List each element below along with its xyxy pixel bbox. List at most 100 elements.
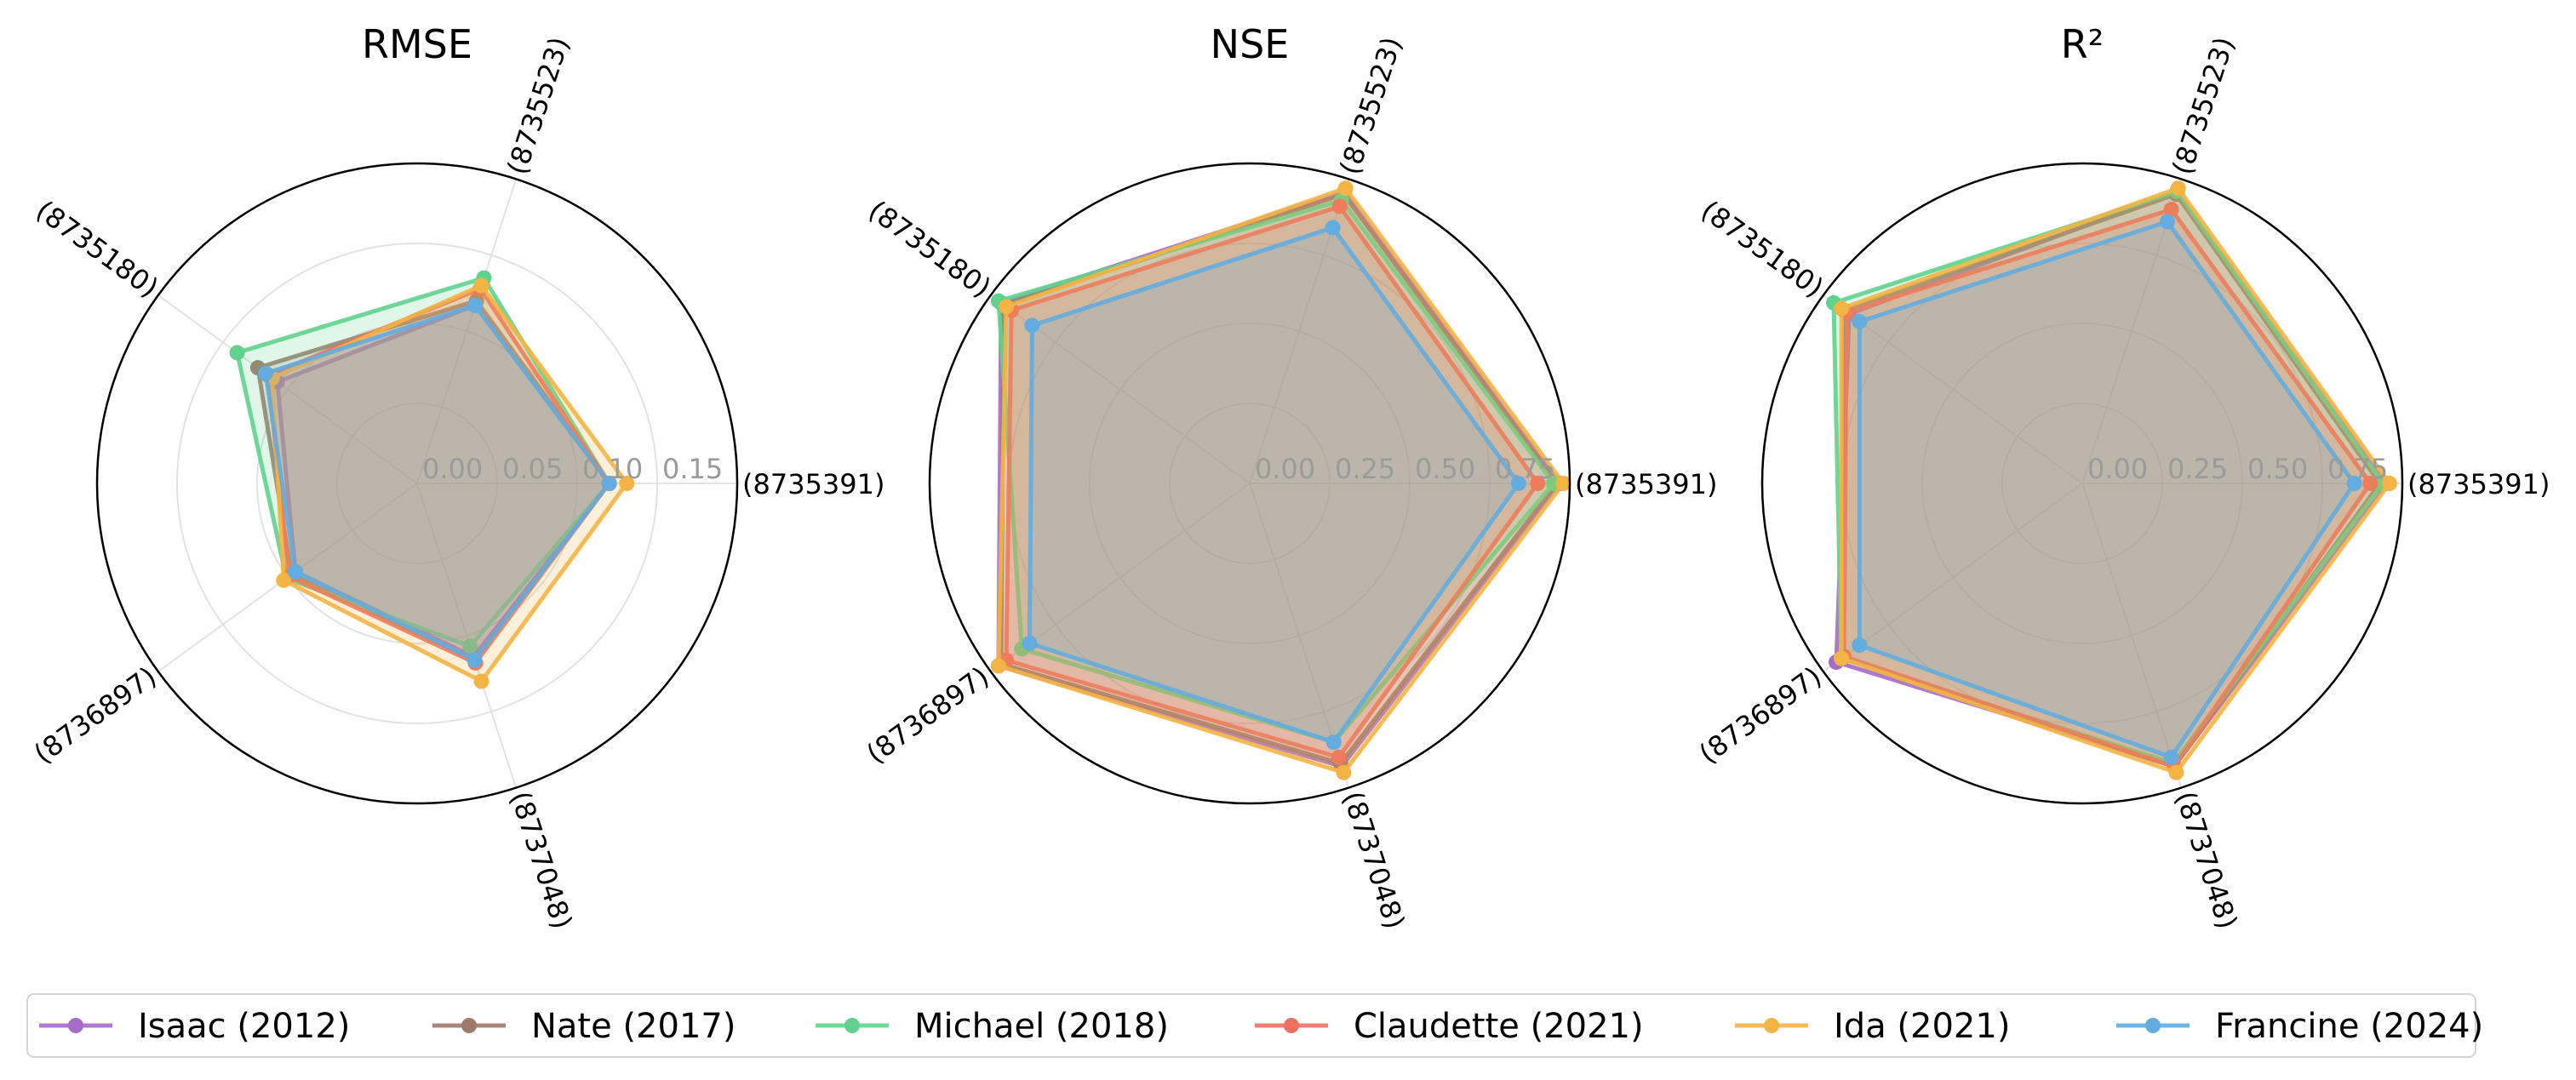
- legend-label: Michael (2018): [914, 1007, 1169, 1046]
- data-point: [1555, 476, 1571, 491]
- axis-label: (8735180): [1695, 194, 1829, 304]
- data-point: [2163, 749, 2179, 765]
- legend-label: Claudette (2021): [1354, 1007, 1644, 1046]
- grid-spoke: [157, 294, 418, 484]
- radar-panel-nse: NSE 0.00 0.25 0.50 0.75 (8735391) (8735523) (87…: [861, 21, 1718, 933]
- legend-marker: [844, 1018, 860, 1033]
- radial-tick-label: 0.10: [582, 453, 643, 485]
- axis-label: (8735180): [862, 194, 997, 304]
- outer-frame: [95, 162, 739, 805]
- radial-tick-label: 0.00: [422, 453, 483, 485]
- series-claudette-2021: [999, 198, 1546, 765]
- legend-marker: [461, 1018, 477, 1033]
- series-polygon: [1857, 219, 2357, 760]
- radial-tick-label: 0.75: [1495, 453, 1555, 485]
- legend: Isaac (2012) Nate (2017) Michael (2018) Cla…: [26, 993, 2483, 1058]
- axis-label: (8737048): [2169, 787, 2244, 933]
- data-point: [1510, 476, 1526, 491]
- axis-label: (8737048): [1337, 787, 1411, 933]
- data-point: [1336, 764, 1352, 780]
- radar-panels: RMSE 0.00 0.05 0.10 0.15 (8735391) (8735523) (8…: [28, 21, 2550, 933]
- series-polygon: [1841, 207, 2373, 769]
- axis-label: (8736897): [861, 660, 995, 770]
- data-point: [467, 652, 483, 668]
- legend-marker: [68, 1018, 83, 1033]
- axis-label: (8736897): [28, 660, 163, 770]
- data-point: [1022, 635, 1038, 651]
- data-point: [2159, 214, 2175, 230]
- radial-tick-label: 0.25: [2167, 453, 2228, 485]
- legend-item-nate-2017: Nate (2017): [432, 1007, 736, 1046]
- series-polygon: [270, 283, 629, 683]
- axis-label: (8735523): [501, 33, 575, 179]
- legend-box: [26, 993, 2476, 1058]
- radial-tick-label: 0.15: [662, 453, 723, 485]
- data-point: [999, 299, 1015, 315]
- legend-label: Ida (2021): [1834, 1007, 2010, 1046]
- panel-title: R²: [2061, 21, 2104, 67]
- data-point: [1852, 637, 1868, 654]
- radial-tick-label: 0.00: [1255, 453, 1315, 485]
- data-point: [288, 563, 304, 580]
- series-polygon: [1027, 226, 1521, 745]
- data-point: [2163, 202, 2179, 218]
- panel-title: NSE: [1211, 21, 1290, 67]
- data-point: [1834, 300, 1850, 317]
- series-francine-2024: [1022, 220, 1526, 750]
- radial-tick-label: 0.05: [502, 453, 563, 485]
- data-point: [258, 365, 274, 381]
- series-polygon: [235, 276, 612, 649]
- data-point: [473, 277, 489, 294]
- legend-item-michael-2018: Michael (2018): [816, 1007, 1169, 1046]
- series-polygon: [1004, 204, 1540, 760]
- legend-marker: [1764, 1018, 1779, 1033]
- grid-spoke: [2081, 179, 2183, 484]
- radar-panel-rmse: RMSE 0.00 0.05 0.10 0.15 (8735391) (8735523) (8…: [28, 21, 885, 933]
- series-polygon: [1839, 186, 2392, 775]
- data-point: [2362, 476, 2379, 491]
- axis-label: (8735391): [2407, 468, 2550, 500]
- data-point: [462, 638, 478, 654]
- outer-frame: [1760, 162, 2404, 805]
- legend-marker: [2145, 1018, 2161, 1033]
- series-ida-2021: [264, 277, 635, 689]
- grid-spoke: [1823, 294, 2083, 484]
- grid-spoke: [2081, 483, 2183, 788]
- data-point: [2168, 764, 2184, 780]
- axis-label: (8737048): [504, 787, 579, 933]
- axis-label: (8735180): [30, 194, 164, 304]
- data-point: [229, 345, 245, 361]
- data-point: [473, 673, 489, 689]
- data-point: [1331, 749, 1347, 765]
- axis-label: (8735391): [742, 468, 884, 500]
- data-point: [1337, 180, 1354, 197]
- radial-tick-label: 0.50: [1415, 453, 1475, 485]
- legend-label: Isaac (2012): [138, 1007, 350, 1046]
- panel-title: RMSE: [362, 21, 472, 67]
- axis-label: (8735523): [2166, 33, 2241, 179]
- data-point: [1834, 650, 1850, 666]
- grid-spoke: [416, 483, 518, 788]
- grid-spoke: [416, 179, 518, 484]
- radial-tick-label: 0.00: [2087, 453, 2148, 485]
- data-point: [990, 658, 1006, 674]
- legend-item-claudette-2021: Claudette (2021): [1255, 1007, 1644, 1046]
- data-point: [1325, 734, 1342, 750]
- data-point: [1325, 220, 1341, 236]
- data-point: [2381, 476, 2397, 491]
- axis-label: (8735391): [1575, 468, 1717, 500]
- outer-frame: [928, 162, 1571, 805]
- series-polygon: [263, 303, 612, 662]
- series-ida-2021: [1834, 180, 2397, 780]
- grid-spoke: [1823, 483, 2083, 672]
- axis-label: (8736897): [1693, 660, 1828, 770]
- legend-item-isaac-2012: Isaac (2012): [39, 1007, 350, 1046]
- series-francine-2024: [258, 297, 617, 668]
- series-polygon: [996, 186, 1566, 775]
- legend-label: Francine (2024): [2215, 1007, 2483, 1046]
- radial-tick-label: 0.75: [2327, 453, 2388, 485]
- legend-marker: [1284, 1018, 1299, 1033]
- radar-panel-r: R² 0.00 0.25 0.50 0.75 (8735391) (8735523) (873…: [1693, 21, 2550, 933]
- data-point: [619, 476, 635, 491]
